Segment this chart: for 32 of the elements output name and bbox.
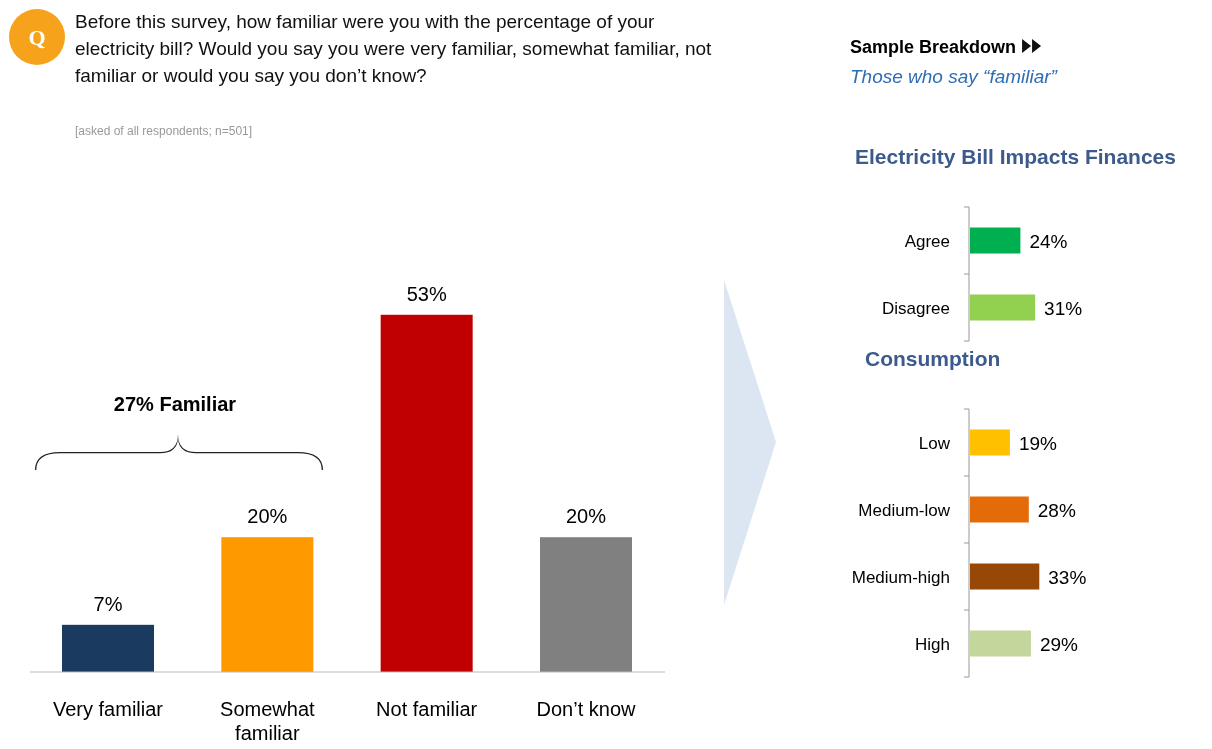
x-tick-label: Don’t know — [536, 698, 637, 720]
y-tick-label: Disagree — [881, 298, 950, 318]
chart-title: Consumption — [865, 347, 1001, 370]
text: Those who say “familiar” — [850, 66, 1059, 87]
y-tick-label: High — [915, 634, 950, 654]
data-label: 20% — [247, 505, 288, 528]
x-tick-label: Not familiar — [376, 698, 478, 720]
y-tick-label: Low — [918, 433, 951, 453]
data-label: 29% — [1039, 633, 1079, 655]
bar — [970, 496, 1029, 523]
data-label: 19% — [1018, 432, 1058, 454]
x-tick-label: Very familiar — [52, 698, 164, 720]
bar — [970, 429, 1010, 456]
y-tick-label: Medium-low — [858, 500, 951, 520]
data-label: 7% — [93, 592, 123, 615]
annotation: 27% Familiar — [113, 393, 237, 415]
data-label: 28% — [1037, 499, 1076, 521]
data-label: 33% — [1048, 566, 1087, 588]
chart-title: Electricity Bill Impacts Finances — [855, 145, 1176, 168]
text: Q — [28, 25, 46, 50]
chart-subtitle: [asked of all respondents; n=501] — [75, 124, 253, 138]
data-label: 31% — [1044, 297, 1083, 319]
data-label: 53% — [406, 282, 447, 305]
text: Sample Breakdown — [850, 37, 1017, 57]
x-tick-label: Somewhat familiar — [220, 698, 316, 744]
bar — [970, 563, 1040, 590]
y-tick-label: Medium-high — [851, 567, 950, 587]
bar — [970, 630, 1031, 657]
data-label: 20% — [565, 505, 607, 528]
data-label: 24% — [1029, 230, 1068, 252]
y-tick-label: Agree — [904, 231, 950, 251]
chart-title: Before this survey, how familiar were you with the percentage of your electricity bill? Would you say you were very familiar, somewhat familiar, not familiar or would you say you don’t know? — [75, 10, 713, 88]
